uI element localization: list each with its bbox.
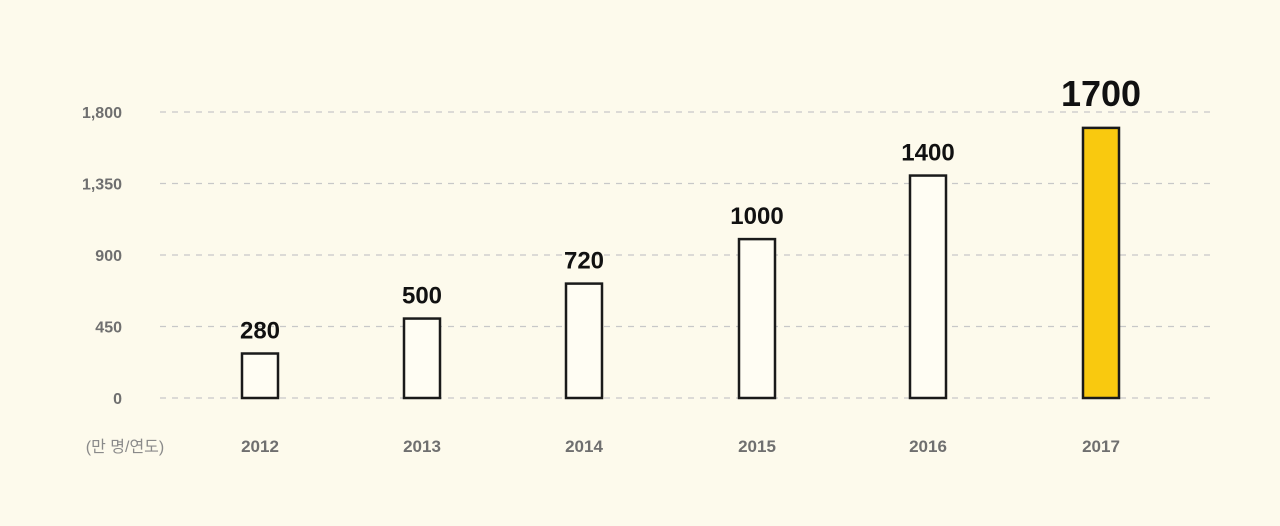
x-category-label: 2014 bbox=[565, 437, 603, 456]
x-category-label: 2012 bbox=[241, 437, 279, 456]
y-tick-label: 1,350 bbox=[82, 177, 122, 194]
x-category-label: 2016 bbox=[909, 437, 947, 456]
bar-2013 bbox=[402, 317, 442, 400]
bars bbox=[240, 126, 1121, 400]
data-label-2016: 1400 bbox=[901, 140, 954, 167]
y-axis-ticks: 0 450 900 1,350 1,800 bbox=[82, 105, 122, 408]
y-tick-label: 0 bbox=[113, 391, 122, 408]
y-tick-label: 1,800 bbox=[82, 105, 122, 122]
data-labels: 280 500 720 1000 1400 1700 bbox=[240, 73, 1141, 345]
data-label-2015: 1000 bbox=[730, 203, 783, 230]
x-category-label: 2017 bbox=[1082, 437, 1120, 456]
bar-2012 bbox=[240, 352, 280, 400]
data-label-2012: 280 bbox=[240, 318, 280, 345]
x-category-label: 2013 bbox=[403, 437, 441, 456]
x-axis-categories: 2012 2013 2014 2015 2016 2017 bbox=[241, 437, 1120, 456]
gridlines bbox=[160, 111, 1215, 399]
x-category-label: 2015 bbox=[738, 437, 776, 456]
y-tick-label: 450 bbox=[95, 320, 122, 337]
data-label-2013: 500 bbox=[402, 283, 442, 310]
bar-2015 bbox=[737, 237, 777, 400]
y-tick-label: 900 bbox=[95, 248, 122, 265]
unit-label: (만 명/연도) bbox=[86, 438, 164, 456]
bar-2014 bbox=[564, 282, 604, 400]
bar-2016 bbox=[908, 174, 948, 400]
bar-2017 bbox=[1081, 126, 1121, 400]
data-label-2017: 1700 bbox=[1061, 73, 1141, 114]
data-label-2014: 720 bbox=[564, 248, 604, 275]
